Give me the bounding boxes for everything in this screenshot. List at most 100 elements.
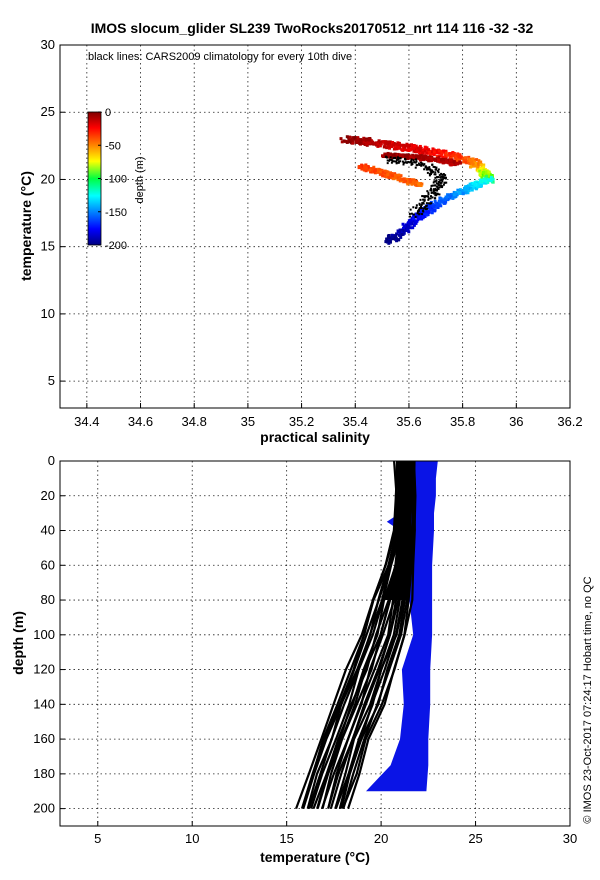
ts-point (454, 192, 458, 196)
ts-point (430, 150, 434, 154)
ts-point (371, 141, 375, 145)
ts-climatology-point (417, 162, 420, 165)
ts-climatology-point (437, 182, 440, 185)
ts-point (452, 193, 456, 197)
ts-climatology-point (403, 161, 406, 164)
ts-climatology-point (422, 195, 425, 198)
ts-climatology-point (429, 195, 432, 198)
ts-point (409, 218, 413, 222)
ts-climatology-point (441, 185, 444, 188)
ts-point (425, 147, 429, 151)
ts-point (482, 168, 486, 172)
ts-climatology-point (424, 207, 427, 210)
ts-point (443, 201, 447, 205)
ts-point (443, 198, 447, 202)
ts-point (364, 163, 368, 167)
ts-climatology-point (435, 193, 438, 196)
ts-point (479, 167, 483, 171)
ts-point (404, 179, 408, 183)
ts-climatology-point (419, 161, 422, 164)
ts-point (419, 146, 423, 150)
ts-point (415, 183, 419, 187)
ts-climatology-point (415, 204, 418, 207)
ts-point (449, 158, 453, 162)
ts-point (392, 147, 396, 151)
ts-point (407, 230, 411, 234)
ts-point (401, 229, 405, 233)
mid-orange-branch (357, 163, 424, 188)
ts-point (487, 170, 491, 174)
ts-point (391, 237, 395, 241)
ts-climatology-point (415, 160, 418, 163)
ts-point (412, 223, 416, 227)
td-data (295, 460, 438, 810)
td-y-tick-label: 120 (33, 662, 55, 677)
ts-point (430, 211, 434, 215)
ts-x-tick-label: 36.2 (557, 414, 582, 429)
ts-point (467, 155, 471, 159)
ts-climatology-point (422, 198, 425, 201)
ts-point (433, 199, 437, 203)
td-chart: 5 10 15 20 25 30 0 20 40 60 80 100 120 140 160 180 200 t… (10, 453, 577, 865)
ts-point (398, 232, 402, 236)
ts-climatology-point (428, 166, 431, 169)
td-climatology-line (347, 460, 416, 809)
ts-point (385, 237, 389, 241)
ts-point (431, 203, 435, 207)
ts-point (392, 143, 396, 147)
ts-climatology-point (402, 163, 405, 166)
ts-point (435, 154, 439, 158)
td-x-tick-label: 20 (374, 831, 388, 846)
ts-climatology-point (391, 159, 394, 162)
ts-point (419, 215, 423, 219)
td-x-tick-label: 10 (185, 831, 199, 846)
ts-point (348, 135, 352, 139)
ts-point (358, 141, 362, 145)
ts-point (439, 199, 443, 203)
ts-climatology-point (418, 163, 421, 166)
td-y-tick-label: 180 (33, 766, 55, 781)
ts-point (348, 140, 352, 144)
ts-point (394, 147, 398, 151)
ts-point (393, 234, 397, 238)
figure-title: IMOS slocum_glider SL239 TwoRocks2017051… (91, 20, 534, 36)
ts-point (390, 233, 394, 237)
ts-point (427, 148, 431, 152)
ts-climatology-point (386, 162, 389, 165)
ts-climatology-point (437, 171, 440, 174)
ts-climatology-point (421, 162, 424, 165)
ts-point (414, 219, 418, 223)
ts-point (467, 157, 471, 161)
deep-descending-branch (384, 175, 495, 245)
ts-climatology-point (420, 205, 423, 208)
ts-climatology-point (437, 187, 440, 190)
ts-climatology-point (418, 203, 421, 206)
ts-point (423, 147, 427, 151)
ts-point (438, 151, 442, 155)
ts-chart: 34.4 34.6 34.8 35 35.2 35.4 35.6 35.8 36 36.2 5 10 1… (18, 37, 583, 445)
ts-plot-frame (59, 44, 571, 409)
ts-climatology-point (413, 161, 416, 164)
ts-point (393, 152, 397, 156)
ts-y-tick-label: 5 (48, 373, 55, 388)
ts-climatology-point (438, 174, 441, 177)
td-y-tick-label: 160 (33, 731, 55, 746)
ts-climatology-point (435, 189, 438, 192)
ts-point (378, 170, 382, 174)
ts-point (384, 141, 388, 145)
ts-climatology-point (433, 197, 436, 200)
ts-point (401, 222, 405, 226)
ts-point (409, 155, 413, 159)
ts-point (426, 156, 430, 160)
ts-point (421, 148, 425, 152)
ts-climatology-point (435, 166, 438, 169)
ts-point (428, 149, 432, 153)
ts-point (407, 223, 411, 227)
ts-point (439, 197, 443, 201)
ts-point (363, 165, 367, 169)
ts-point (382, 145, 386, 149)
ts-point (363, 168, 367, 172)
ts-point (445, 160, 449, 164)
ts-point (404, 155, 408, 159)
